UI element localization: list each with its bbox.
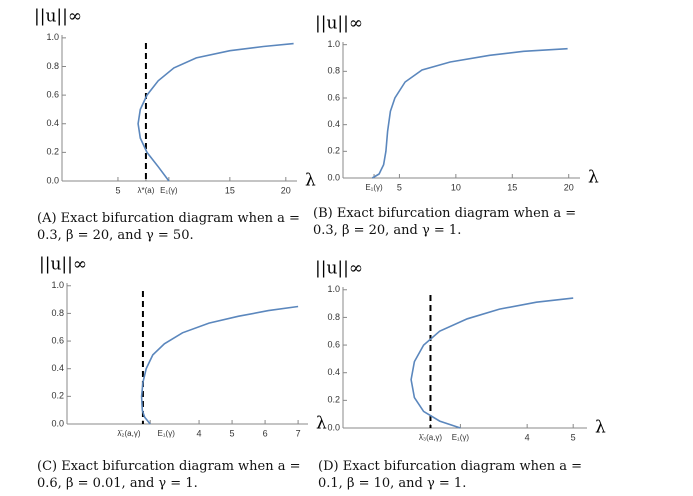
y-tick-label: 0.6 <box>327 92 340 102</box>
x-tick-label: E₁(γ) <box>365 183 383 192</box>
x-tick-label: λ̄₃(a,γ) <box>419 433 443 442</box>
y-tick-label: 0.6 <box>46 89 59 99</box>
y-tick-label: 0.4 <box>327 367 340 377</box>
y-tick-label: 0.0 <box>327 422 340 432</box>
curve <box>410 297 574 429</box>
x-tick-label: 5 <box>397 182 402 192</box>
curve <box>371 47 568 179</box>
x-tick-label: 5 <box>571 432 576 442</box>
y-tick-label: 0.4 <box>51 363 64 373</box>
caption: (B) Exact bifurcation diagram when a = 0… <box>313 206 577 238</box>
x-tick-label: λ̄₂(a,γ) <box>117 429 140 438</box>
x-tick-label: E₁(γ) <box>452 433 470 442</box>
y-axis-label: ||u||∞ <box>34 7 82 27</box>
x-tick-label: 6 <box>263 428 268 438</box>
y-tick-label: 0.0 <box>46 175 59 185</box>
y-tick-label: 0.8 <box>327 312 340 322</box>
x-axis-label: λ <box>595 418 606 438</box>
y-tick-label: 0.6 <box>327 339 340 349</box>
y-tick-label: 0.4 <box>46 118 59 128</box>
y-axis-label: ||u||∞ <box>39 255 87 275</box>
x-tick-label: E₁(γ) <box>160 186 178 195</box>
y-tick-label: 0.8 <box>46 61 59 71</box>
y-tick-label: 0.0 <box>327 172 340 182</box>
y-tick-label: 0.2 <box>46 147 59 157</box>
x-tick-label: 15 <box>225 185 235 195</box>
y-tick-label: 1.0 <box>46 32 59 42</box>
y-tick-label: 1.0 <box>327 39 340 49</box>
x-tick-label: 20 <box>281 185 291 195</box>
x-axis-label: λ <box>305 171 316 191</box>
x-tick-label: E₁(γ) <box>158 429 176 438</box>
caption: (D) Exact bifurcation diagram when a = 0… <box>318 459 582 491</box>
x-tick-label: 5 <box>230 428 235 438</box>
x-tick-label: 7 <box>296 428 301 438</box>
y-tick-label: 0.8 <box>327 66 340 76</box>
y-tick-label: 1.0 <box>327 284 340 294</box>
x-tick-label: 4 <box>197 428 202 438</box>
x-tick-label: 20 <box>564 182 574 192</box>
y-tick-label: 0.8 <box>51 308 64 318</box>
caption: (C) Exact bifurcation diagram when a = 0… <box>37 459 301 491</box>
caption: (A) Exact bifurcation diagram when a = 0… <box>37 211 300 243</box>
y-tick-label: 0.2 <box>327 395 340 405</box>
y-tick-label: 0.6 <box>51 335 64 345</box>
y-axis-label: ||u||∞ <box>315 259 363 279</box>
y-tick-label: 1.0 <box>51 280 64 290</box>
x-tick-label: 15 <box>507 182 517 192</box>
x-tick-label: 10 <box>451 182 461 192</box>
y-tick-label: 0.2 <box>327 146 340 156</box>
x-tick-label: λ*(a) <box>137 186 154 195</box>
x-axis-label: λ <box>588 168 599 188</box>
curve <box>140 305 299 425</box>
x-tick-label: 4 <box>525 432 530 442</box>
y-tick-label: 0.0 <box>51 418 64 428</box>
y-tick-label: 0.4 <box>327 119 340 129</box>
y-tick-label: 0.2 <box>51 391 64 401</box>
y-axis-label: ||u||∞ <box>315 14 363 34</box>
curve <box>137 42 294 182</box>
x-tick-label: 5 <box>115 185 120 195</box>
x-axis-label: λ <box>316 414 327 434</box>
